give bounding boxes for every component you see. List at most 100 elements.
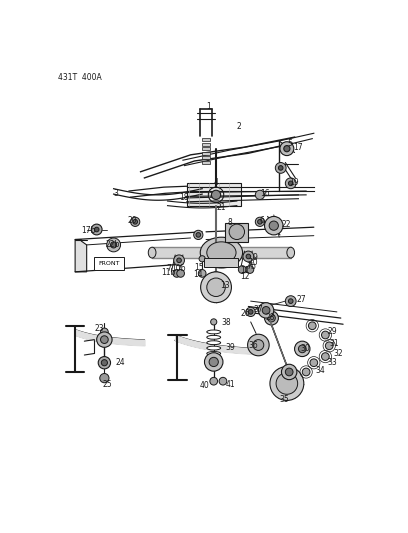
Bar xyxy=(187,183,241,206)
Circle shape xyxy=(211,319,217,325)
Text: 31: 31 xyxy=(329,339,339,348)
Circle shape xyxy=(246,265,254,273)
Bar xyxy=(202,147,210,150)
Bar xyxy=(202,152,210,155)
Circle shape xyxy=(213,275,219,281)
Circle shape xyxy=(278,166,283,170)
Text: 9: 9 xyxy=(252,253,257,262)
Text: 14: 14 xyxy=(193,270,202,279)
Circle shape xyxy=(282,364,297,379)
Circle shape xyxy=(211,190,221,199)
Bar xyxy=(202,138,210,141)
Text: 11b: 11b xyxy=(161,268,176,277)
Circle shape xyxy=(280,142,294,156)
Circle shape xyxy=(97,332,112,348)
Text: 26: 26 xyxy=(241,309,250,318)
Text: 17: 17 xyxy=(293,142,303,151)
Circle shape xyxy=(269,221,278,230)
Text: 33: 33 xyxy=(328,358,337,367)
FancyBboxPatch shape xyxy=(93,257,124,270)
Text: 32: 32 xyxy=(333,349,343,358)
Text: 39: 39 xyxy=(225,343,235,352)
Text: 34: 34 xyxy=(315,366,325,375)
Circle shape xyxy=(100,336,108,343)
Circle shape xyxy=(210,377,217,385)
Circle shape xyxy=(100,374,109,383)
Text: 21: 21 xyxy=(217,203,226,212)
Circle shape xyxy=(248,310,253,314)
Circle shape xyxy=(219,377,227,385)
Text: 4: 4 xyxy=(214,178,219,187)
Circle shape xyxy=(322,353,329,360)
Text: 7: 7 xyxy=(166,264,171,273)
Ellipse shape xyxy=(207,346,221,350)
Bar xyxy=(204,258,238,267)
Circle shape xyxy=(131,217,140,227)
Text: 10b: 10b xyxy=(171,264,186,273)
Polygon shape xyxy=(75,239,86,272)
Text: 18: 18 xyxy=(179,192,188,201)
Circle shape xyxy=(285,296,296,306)
Circle shape xyxy=(246,308,255,317)
Bar xyxy=(202,161,210,164)
Text: 28: 28 xyxy=(265,313,275,322)
Text: 35: 35 xyxy=(279,395,289,404)
Circle shape xyxy=(174,255,184,265)
Circle shape xyxy=(322,331,329,339)
Text: 22b: 22b xyxy=(106,239,120,248)
Circle shape xyxy=(94,227,99,232)
Text: 41: 41 xyxy=(225,379,235,389)
Circle shape xyxy=(246,254,251,259)
Circle shape xyxy=(199,256,205,262)
Circle shape xyxy=(275,163,286,173)
Text: 431T  400A: 431T 400A xyxy=(58,73,102,82)
Text: 40: 40 xyxy=(200,381,210,390)
Circle shape xyxy=(248,334,269,356)
Text: 7b: 7b xyxy=(246,262,256,271)
Circle shape xyxy=(238,265,246,273)
Circle shape xyxy=(258,303,274,318)
Text: 6: 6 xyxy=(260,216,265,224)
Text: 16: 16 xyxy=(260,189,270,198)
Circle shape xyxy=(91,224,102,235)
Bar xyxy=(152,247,291,258)
Text: 8: 8 xyxy=(228,218,232,227)
Circle shape xyxy=(285,178,296,189)
Text: 19: 19 xyxy=(289,178,299,187)
Circle shape xyxy=(106,238,120,252)
Circle shape xyxy=(207,278,225,296)
Circle shape xyxy=(253,340,264,350)
Circle shape xyxy=(276,373,298,394)
Circle shape xyxy=(101,360,107,366)
Text: 2: 2 xyxy=(237,122,242,131)
Ellipse shape xyxy=(207,352,221,356)
Circle shape xyxy=(204,353,223,371)
Text: 24: 24 xyxy=(115,358,125,367)
Circle shape xyxy=(111,242,117,248)
Ellipse shape xyxy=(148,247,156,258)
Circle shape xyxy=(257,220,262,224)
Text: 37: 37 xyxy=(254,305,264,314)
Text: 5: 5 xyxy=(287,140,292,148)
Text: 11: 11 xyxy=(241,265,250,274)
Circle shape xyxy=(177,258,182,263)
Circle shape xyxy=(295,341,310,357)
Text: 15: 15 xyxy=(195,263,204,272)
Circle shape xyxy=(133,220,137,224)
Circle shape xyxy=(209,357,218,367)
Circle shape xyxy=(284,146,290,152)
Ellipse shape xyxy=(207,330,221,334)
Ellipse shape xyxy=(207,242,236,263)
Circle shape xyxy=(264,311,278,325)
Circle shape xyxy=(255,190,264,199)
Circle shape xyxy=(288,299,293,303)
Circle shape xyxy=(270,367,304,400)
Circle shape xyxy=(201,272,231,303)
Circle shape xyxy=(264,216,283,235)
Circle shape xyxy=(173,270,181,277)
Circle shape xyxy=(100,328,108,336)
Circle shape xyxy=(268,314,275,322)
Text: FRONT: FRONT xyxy=(98,261,120,266)
Text: 20: 20 xyxy=(127,216,137,225)
Text: 36: 36 xyxy=(248,341,258,350)
